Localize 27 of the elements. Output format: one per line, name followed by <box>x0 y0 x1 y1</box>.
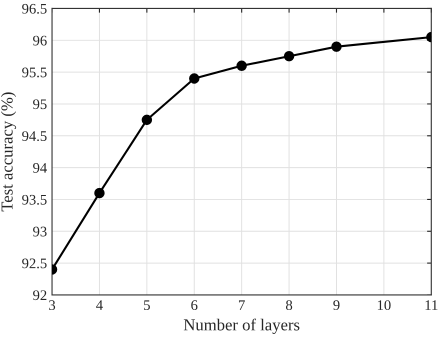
x-tick-label: 11 <box>426 300 438 310</box>
x-tick-label: 6 <box>191 300 198 310</box>
y-tick-label: 96.5 <box>22 4 47 14</box>
point <box>142 114 152 126</box>
point <box>284 51 294 62</box>
x-tick-label: 7 <box>238 300 245 310</box>
y-tick-label: 94 <box>33 163 47 173</box>
y-tick-label: 92.5 <box>22 258 47 268</box>
point <box>94 188 105 198</box>
x-tick-label: 9 <box>333 300 340 310</box>
x-tick-label: 10 <box>378 300 391 310</box>
y-tick-label: 94.5 <box>22 131 47 142</box>
x-tick-label: 8 <box>286 300 292 310</box>
y-tick-label: 95.5 <box>22 68 47 78</box>
x-tick-label: 5 <box>144 300 150 310</box>
y-tick-label: 96 <box>33 36 47 46</box>
y-tick-label: 95 <box>33 99 47 110</box>
x-axis-title: Number of layers <box>184 318 300 334</box>
x-tick-label: 3 <box>49 300 56 310</box>
point <box>331 41 342 52</box>
x-tick-label: 4 <box>96 300 103 310</box>
point <box>189 73 200 84</box>
y-tick-label: 92 <box>33 290 46 300</box>
y-axis-title: Test accuracy (%) <box>0 92 16 212</box>
y-tick-label: 93 <box>33 226 47 236</box>
point <box>236 60 247 71</box>
y-tick-label: 93.5 <box>22 194 47 205</box>
